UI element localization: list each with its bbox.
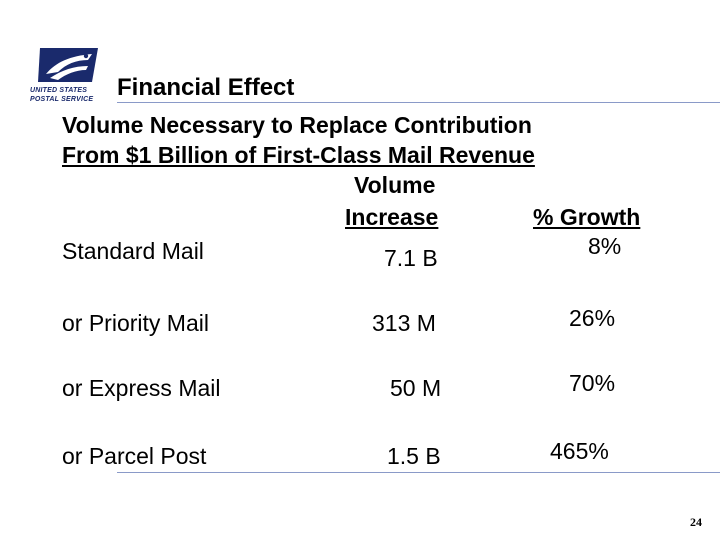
page-title: Financial Effect <box>117 74 295 101</box>
subtitle-line1: Volume Necessary to Replace Contribution <box>62 112 532 138</box>
mail-class-name: or Express Mail <box>62 375 221 401</box>
volume-increase-value: 7.1 B <box>384 245 438 271</box>
volume-increase-value: 313 M <box>372 310 436 336</box>
mail-class-name: Standard Mail <box>62 238 204 264</box>
column-header-increase: Increase <box>345 204 439 230</box>
usps-logo: UNITED STATES POSTAL SERVICE <box>30 44 106 108</box>
mail-class-name: or Priority Mail <box>62 310 209 336</box>
subtitle-line2: From $1 Billion of First-Class Mail Reve… <box>62 142 535 168</box>
page-number: 24 <box>690 515 702 529</box>
title-divider <box>117 102 720 103</box>
growth-percent-value: 26% <box>569 305 616 331</box>
growth-percent-value: 465% <box>550 438 609 464</box>
growth-percent-value: 8% <box>588 233 622 259</box>
logo-text-line2: POSTAL SERVICE <box>30 96 94 103</box>
footer-divider <box>117 472 720 473</box>
volume-increase-value: 50 M <box>390 375 442 401</box>
growth-percent-value: 70% <box>569 370 616 396</box>
mail-class-name: or Parcel Post <box>62 443 207 469</box>
logo-text-line1: UNITED STATES <box>30 87 88 94</box>
column-header-volume: Volume <box>354 172 436 198</box>
volume-increase-value: 1.5 B <box>387 443 441 469</box>
column-header-growth: % Growth <box>533 204 641 230</box>
eagle-icon <box>38 48 98 82</box>
